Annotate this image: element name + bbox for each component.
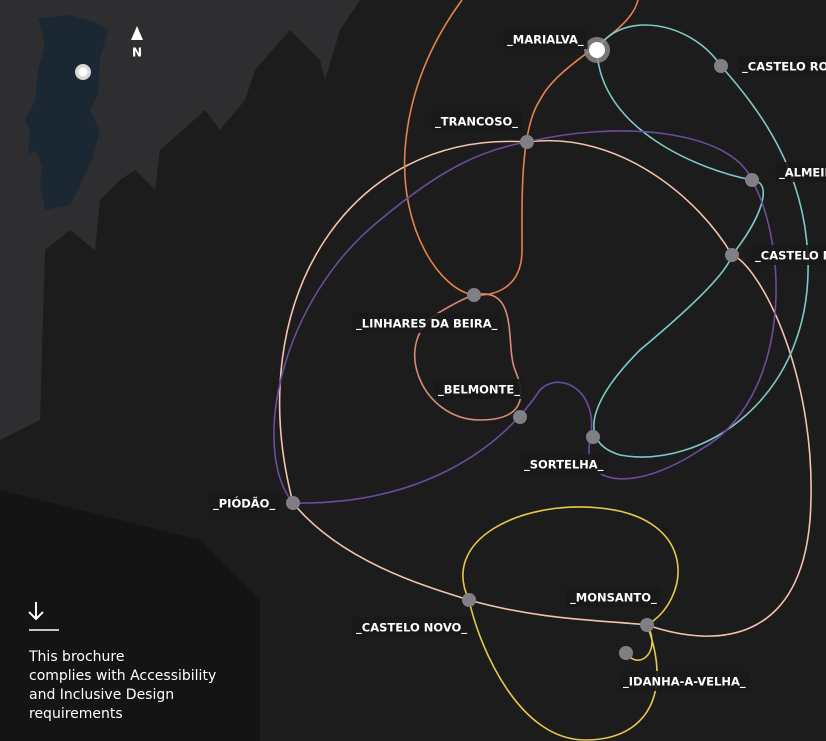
node — [714, 59, 728, 73]
node — [745, 173, 759, 187]
node-label: _LINHARES DA BEIRA_ — [356, 317, 498, 332]
footer-text: requirements — [29, 706, 123, 722]
node-label: _MARIALVA_ — [507, 33, 584, 48]
footer-text: This brochure — [28, 649, 124, 665]
node-label: _PIÓDÃO_ — [213, 496, 275, 512]
node — [520, 135, 534, 149]
footer-text: complies with Accessibility — [29, 668, 216, 684]
node-label: _ALMEID — [779, 166, 826, 181]
map: N _MARIALVA_ _CASTELO ROD _TRANCOSO_ _ALMEI… — [0, 0, 826, 741]
node — [619, 646, 633, 660]
node[interactable] — [589, 42, 605, 58]
node — [467, 288, 481, 302]
node — [286, 496, 300, 510]
location-dot — [79, 68, 88, 77]
footer-text: and Inclusive Design — [29, 687, 174, 703]
node — [513, 410, 527, 424]
node-label: _BELMONTE_ — [438, 383, 520, 398]
node — [640, 618, 654, 632]
node-label: _SORTELHA_ — [524, 458, 604, 473]
node-label: _MONSANTO_ — [570, 591, 657, 606]
node-label: _TRANCOSO_ — [435, 115, 518, 130]
node-label: _CASTELO M — [755, 249, 826, 264]
node — [725, 248, 739, 262]
node — [462, 593, 476, 607]
node — [586, 430, 600, 444]
node-label: _CASTELO ROD — [742, 60, 826, 75]
north-label: N — [132, 46, 142, 60]
node-label: _IDANHA-A-VELHA_ — [623, 675, 746, 690]
node-label: _CASTELO NOVO_ — [356, 621, 467, 636]
